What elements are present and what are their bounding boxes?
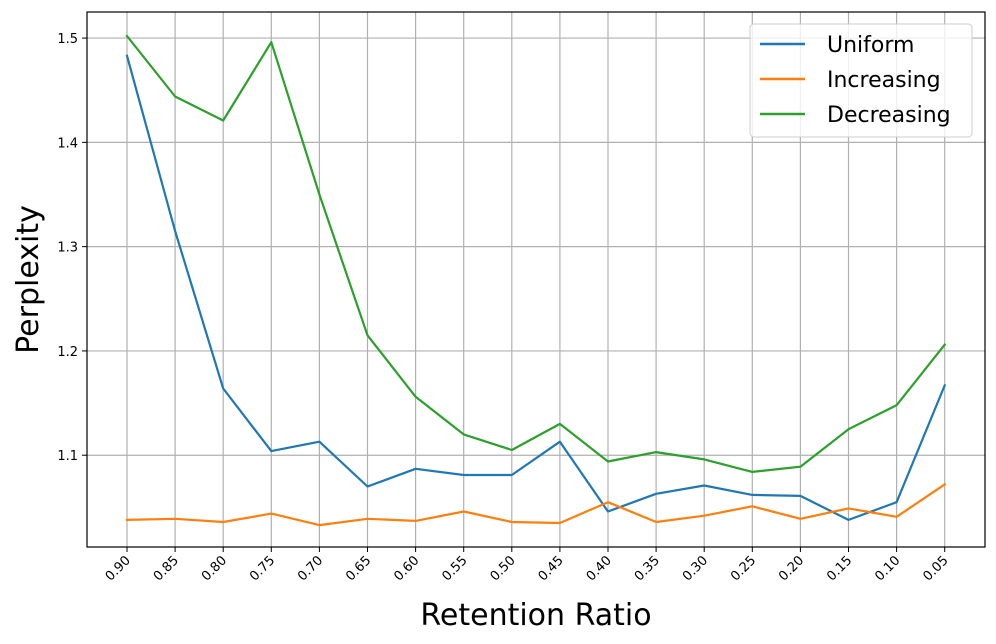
legend-box (749, 23, 973, 138)
series-line-decreasing (125, 34, 947, 473)
series-layer (125, 34, 947, 527)
y-tick-label: 1.4 (57, 136, 78, 151)
legend-label-decreasing: Decreasing (827, 103, 951, 128)
y-axis: 1.1 1.2 1.3 1.4 1.5 (57, 32, 87, 464)
legend-label-uniform: Uniform (827, 33, 914, 58)
series-line-increasing (125, 482, 947, 527)
x-axis-title: Retention Ratio (420, 598, 651, 633)
legend-label-increasing: Increasing (827, 68, 941, 93)
series-line-uniform (125, 54, 947, 522)
y-tick-label: 1.3 (57, 241, 78, 256)
legend: Uniform Increasing Decreasing (749, 23, 973, 138)
plot-frame (86, 11, 986, 548)
y-tick-label: 1.2 (57, 345, 78, 360)
y-axis-title: Perplexity (11, 205, 46, 354)
y-tick-label: 1.5 (57, 32, 78, 47)
y-tick-label: 1.1 (57, 449, 78, 464)
grid (87, 12, 985, 547)
